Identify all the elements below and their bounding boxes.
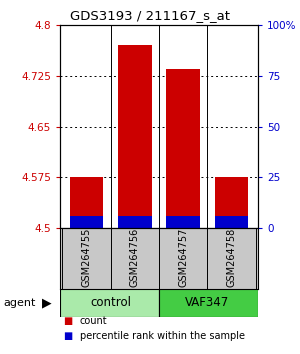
Bar [70,177,104,228]
Bar [214,177,248,228]
Text: ■: ■ [63,316,72,326]
Bar [60,289,159,317]
Text: GSM264756: GSM264756 [130,228,140,287]
Bar [118,216,152,228]
Bar [111,228,159,289]
Bar [70,216,104,228]
Bar [166,216,200,228]
Bar [118,45,152,228]
Text: VAF347: VAF347 [185,296,230,309]
Text: percentile rank within the sample: percentile rank within the sample [80,331,244,341]
Bar [62,228,111,289]
Text: GDS3193 / 211167_s_at: GDS3193 / 211167_s_at [70,9,230,22]
Text: GSM264757: GSM264757 [178,228,188,287]
Bar [214,216,248,228]
Bar [159,228,207,289]
Bar [166,69,200,228]
Text: ■: ■ [63,331,72,341]
Bar [159,289,258,317]
Bar [207,228,256,289]
Text: GSM264758: GSM264758 [226,228,236,287]
Text: agent: agent [3,298,35,308]
Text: GSM264755: GSM264755 [82,228,92,287]
Text: ▶: ▶ [42,296,51,309]
Text: count: count [80,316,107,326]
Text: control: control [90,296,131,309]
